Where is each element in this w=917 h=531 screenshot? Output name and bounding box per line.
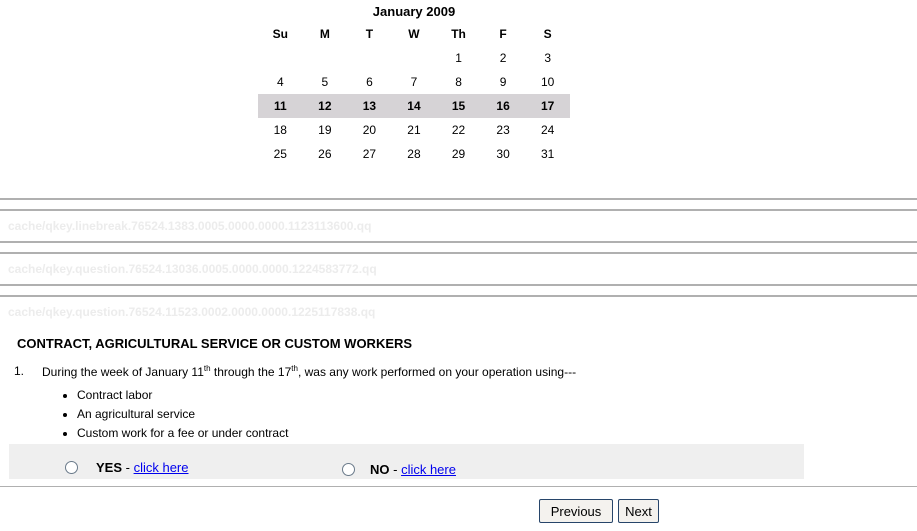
calendar-day: 6 bbox=[366, 75, 373, 89]
yes-link[interactable]: click here bbox=[133, 460, 189, 475]
previous-button[interactable]: Previous bbox=[539, 499, 613, 523]
calendar-day: 4 bbox=[276, 75, 284, 89]
calendar-day: 3 bbox=[544, 51, 552, 65]
calendar-title: January 2009 bbox=[372, 4, 456, 19]
calendar-day bbox=[392, 46, 437, 70]
question-number: 1. bbox=[14, 364, 25, 378]
calendar-day bbox=[258, 46, 303, 70]
calendar-day: 7 bbox=[410, 75, 418, 89]
calendar-week: 25 26 27 28 29 30 31 bbox=[258, 142, 570, 166]
calendar-day: 27 bbox=[362, 147, 377, 161]
no-option: NO - click here bbox=[370, 462, 456, 477]
calendar-day: 24 bbox=[541, 123, 555, 137]
calendar-day: 2 bbox=[499, 51, 507, 65]
calendar-day: 12 bbox=[302, 94, 348, 118]
calendar-day: 26 bbox=[318, 147, 332, 161]
bullet-item: An agricultural service bbox=[77, 406, 288, 425]
calendar-week: 4 5 6 7 8 9 10 bbox=[258, 70, 570, 94]
cache-line: cache/qkey.question.76524.13036.0005.000… bbox=[8, 262, 377, 276]
calendar-day: 9 bbox=[499, 75, 507, 89]
calendar-week: 1 2 3 bbox=[258, 46, 570, 70]
calendar-day: 31 bbox=[541, 147, 555, 161]
yes-option: YES - click here bbox=[96, 460, 189, 475]
cache-line: cache/qkey.linebreak.76524.1383.0005.000… bbox=[8, 219, 372, 233]
weekday-header: W bbox=[408, 27, 420, 41]
calendar-day: 8 bbox=[455, 75, 462, 89]
calendar-day: 11 bbox=[258, 94, 303, 118]
calendar-week: 18 19 20 21 22 23 24 bbox=[258, 118, 570, 142]
calendar-day: 10 bbox=[541, 75, 555, 89]
weekday-header: S bbox=[543, 27, 552, 41]
divider bbox=[0, 486, 917, 487]
calendar: January 2009 Su M T W Th F S 1 2 3 4 5 6 7 8 9 10 11 12 13 1… bbox=[258, 4, 570, 166]
bullet-item: Contract labor bbox=[77, 387, 288, 406]
calendar-day bbox=[303, 46, 348, 70]
calendar-week: 11 12 13 14 15 16 17 bbox=[258, 94, 570, 118]
calendar-day: 19 bbox=[318, 123, 332, 137]
yes-radio[interactable] bbox=[65, 461, 78, 474]
calendar-day: 16 bbox=[480, 94, 526, 118]
calendar-day: 29 bbox=[451, 147, 466, 161]
section-title: CONTRACT, AGRICULTURAL SERVICE OR CUSTOM… bbox=[17, 336, 413, 351]
weekday-header: Su bbox=[272, 27, 288, 41]
divider bbox=[0, 241, 917, 243]
weekday-header: T bbox=[365, 27, 374, 41]
calendar-day: 1 bbox=[455, 51, 462, 65]
weekday-header: Th bbox=[451, 27, 466, 41]
calendar-day: 25 bbox=[273, 147, 287, 161]
calendar-day: 13 bbox=[347, 94, 392, 118]
calendar-day: 21 bbox=[407, 123, 421, 137]
calendar-day: 17 bbox=[525, 94, 570, 118]
calendar-day: 15 bbox=[436, 94, 481, 118]
no-radio[interactable] bbox=[342, 463, 355, 476]
no-link[interactable]: click here bbox=[401, 462, 456, 477]
calendar-day: 28 bbox=[407, 147, 421, 161]
divider bbox=[0, 198, 917, 200]
calendar-day: 30 bbox=[496, 147, 510, 161]
question-text: During the week of January 11th through … bbox=[42, 364, 577, 379]
question-bullets: Contract labor An agricultural service C… bbox=[58, 387, 288, 444]
calendar-day: 23 bbox=[496, 123, 510, 137]
next-button[interactable]: Next bbox=[618, 499, 659, 523]
divider bbox=[0, 284, 917, 286]
weekday-header: M bbox=[319, 27, 330, 41]
divider bbox=[0, 252, 917, 254]
bullet-item: Custom work for a fee or under contract bbox=[77, 425, 288, 444]
calendar-day: 5 bbox=[321, 75, 329, 89]
divider bbox=[0, 295, 917, 297]
calendar-day: 20 bbox=[362, 123, 377, 137]
weekday-header: F bbox=[499, 27, 507, 41]
calendar-day: 14 bbox=[391, 94, 437, 118]
calendar-day: 18 bbox=[273, 123, 287, 137]
cache-line: cache/qkey.question.76524.11523.0002.000… bbox=[8, 305, 376, 319]
calendar-day bbox=[347, 46, 392, 70]
calendar-day: 22 bbox=[451, 123, 466, 137]
answer-panel bbox=[9, 444, 804, 479]
divider bbox=[0, 209, 917, 211]
